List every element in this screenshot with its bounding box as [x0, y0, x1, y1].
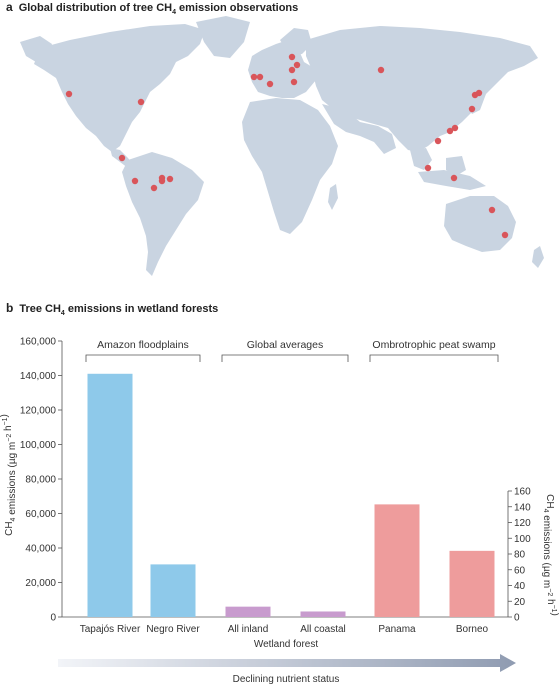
- land-borneo: [446, 156, 466, 176]
- group-bracket: [221, 354, 349, 362]
- land-scandinavia: [280, 28, 312, 56]
- panel-b-title: b Tree CH4 emissions in wetland forests: [6, 301, 218, 317]
- left-axis: 0 20,000 40,000 60,000 80,000 100,000 120,000 1…: [20, 337, 508, 624]
- observation-markers: [65, 53, 509, 239]
- observation-marker-24: [450, 174, 458, 182]
- left-tick-label: 40,000: [25, 544, 56, 555]
- observation-marker-18: [475, 89, 483, 97]
- group-bracket: [369, 354, 499, 362]
- observation-marker-23: [424, 164, 432, 172]
- left-tick-label: 140,000: [20, 371, 57, 382]
- right-tick-label: 160: [514, 487, 531, 498]
- right-tick-label: 80: [514, 550, 526, 561]
- observation-marker-7: [166, 175, 174, 183]
- left-tick-label: 0: [50, 613, 56, 624]
- observation-marker-22: [434, 137, 442, 145]
- panel-a-title-suffix: emission observations: [175, 2, 299, 14]
- right-tick-label: 140: [514, 502, 531, 513]
- right-axis: 0 20 40 60 80 100 120 140 160: [507, 487, 531, 624]
- land-asia: [306, 26, 538, 152]
- observation-marker-26: [501, 231, 509, 239]
- panel-a-letter: a: [6, 0, 13, 14]
- observation-marker-11: [266, 80, 274, 88]
- x-tick-label: Negro River: [146, 624, 200, 635]
- y-axis-label-right: CH4 emissions (µg m−2 h−1): [541, 494, 559, 616]
- x-axis-label: Wetland forest: [254, 639, 319, 650]
- group-labels: Amazon floodplains Global averages Ombrotr…: [85, 339, 499, 362]
- bar-tapaj-s-river: [87, 373, 133, 617]
- observation-marker-1: [65, 90, 73, 98]
- panel-b-title-text: Tree CH: [19, 303, 61, 315]
- nutrient-arrow: [58, 654, 516, 672]
- bar-all-inland: [225, 606, 271, 617]
- group-bracket: [85, 354, 201, 362]
- left-tick-label: 20,000: [25, 578, 56, 589]
- observation-marker-2: [137, 98, 145, 106]
- left-tick-label: 80,000: [25, 475, 56, 486]
- bar-all-coastal: [300, 611, 346, 617]
- observation-marker-3: [118, 154, 126, 162]
- observation-marker-20: [446, 127, 454, 135]
- left-tick-label: 100,000: [20, 440, 57, 451]
- x-tick-labels: Tapajós River Negro River All inland All co…: [80, 624, 489, 635]
- world-map: [20, 16, 544, 276]
- land-north-america: [34, 24, 205, 152]
- observation-marker-15: [290, 78, 298, 86]
- observation-marker-4: [131, 177, 139, 185]
- right-tick-label: 120: [514, 518, 531, 529]
- observation-marker-10: [256, 73, 264, 81]
- y-axis-label-left: CH4 emissions (µg m−2 h−1): [0, 414, 18, 536]
- group-label: Amazon floodplains: [97, 339, 189, 351]
- land-greenland: [196, 16, 250, 58]
- land-new-zealand: [532, 246, 544, 268]
- land-uk: [250, 58, 262, 78]
- panel-a-title-sub: 4: [172, 9, 176, 17]
- observation-marker-9: [250, 73, 258, 81]
- arrow-label: Declining nutrient status: [233, 674, 340, 685]
- land-australia: [444, 196, 516, 252]
- right-tick-label: 60: [514, 565, 526, 576]
- observation-marker-19: [468, 105, 476, 113]
- observation-marker-13: [293, 61, 301, 69]
- land-southeast-asia: [410, 148, 432, 170]
- x-tick-label: All coastal: [300, 624, 346, 635]
- x-tick-label: Borneo: [456, 624, 489, 635]
- bar-panama: [374, 504, 420, 617]
- observation-marker-8: [158, 177, 166, 185]
- bar-borneo: [449, 550, 495, 617]
- panel-b-title-suffix: emissions in wetland forests: [64, 303, 219, 315]
- observation-marker-14: [288, 66, 296, 74]
- group-label: Ombrotrophic peat swamp: [372, 339, 495, 351]
- observation-marker-12: [288, 53, 296, 61]
- land-madagascar: [328, 184, 338, 210]
- bar-negro-river: [150, 564, 196, 617]
- left-tick-label: 160,000: [20, 337, 57, 348]
- right-tick-label: 100: [514, 534, 531, 545]
- observation-marker-5: [150, 184, 158, 192]
- land-arabia-india: [322, 104, 396, 154]
- panel-a-title-text: Global distribution of tree CH: [18, 2, 173, 14]
- land-south-america: [122, 152, 204, 276]
- bars: [87, 373, 495, 617]
- land-africa: [242, 98, 338, 234]
- observation-marker-21: [451, 124, 459, 132]
- land-alaska: [20, 36, 52, 62]
- observation-marker-16: [377, 66, 385, 74]
- left-tick-label: 120,000: [20, 406, 57, 417]
- panel-b-letter: b: [6, 301, 14, 315]
- panel-b-title-sub: 4: [60, 310, 65, 318]
- right-tick-label: 0: [514, 613, 520, 624]
- group-label: Global averages: [247, 339, 323, 351]
- x-tick-label: Tapajós River: [80, 624, 141, 635]
- x-tick-label: All inland: [228, 624, 269, 635]
- declining-arrow-shape: [58, 654, 516, 672]
- left-tick-label: 60,000: [25, 509, 56, 520]
- panel-a-title: a Global distribution of tree CH4 emissio…: [6, 0, 298, 16]
- observation-marker-25: [488, 206, 496, 214]
- x-tick-label: Panama: [378, 624, 416, 635]
- right-tick-label: 20: [514, 597, 526, 608]
- right-tick-label: 40: [514, 581, 526, 592]
